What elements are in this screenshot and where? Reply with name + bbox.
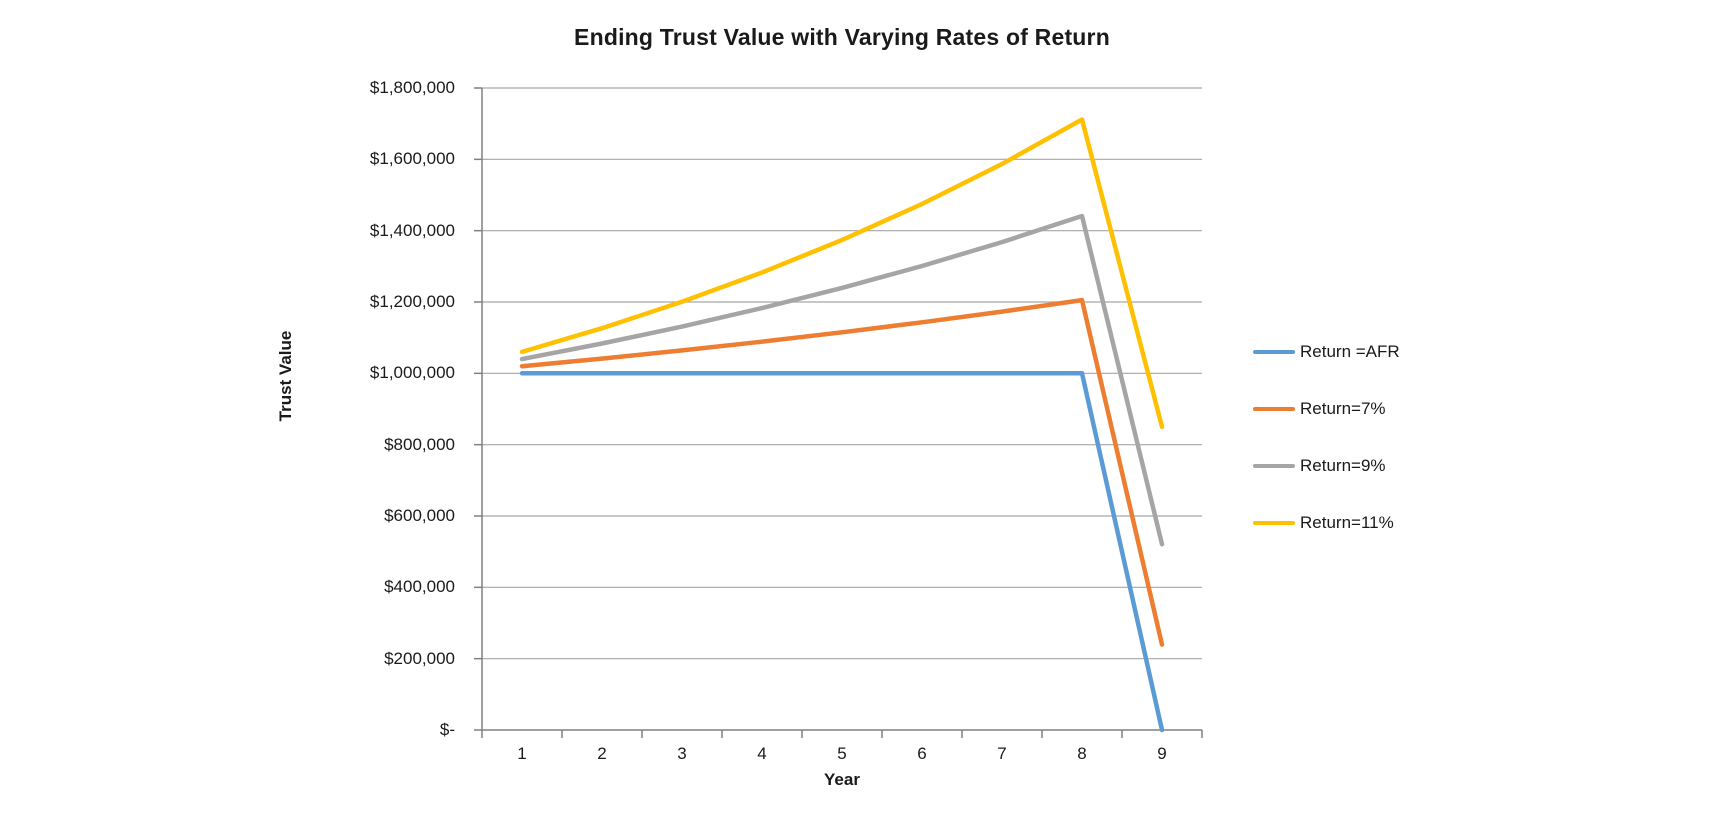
legend-line-swatch xyxy=(1253,407,1295,411)
y-tick-label: $1,400,000 xyxy=(369,220,455,240)
legend-label: Return =AFR xyxy=(1300,342,1400,361)
legend-item: Return=9% xyxy=(1253,456,1400,476)
y-tick-label: $1,200,000 xyxy=(369,292,455,311)
series-line-return-11- xyxy=(519,117,1165,430)
y-tick-label: $1,800,000 xyxy=(369,78,455,97)
legend-label: Return=9% xyxy=(1300,456,1386,475)
y-tick-label: $1,000,000 xyxy=(369,363,455,383)
legend-line-swatch xyxy=(1253,521,1295,525)
legend-line-swatch xyxy=(1253,350,1295,354)
legend-item: Return =AFR xyxy=(1253,342,1400,362)
y-tick-label: $- xyxy=(439,720,455,739)
y-tick-label: $800,000 xyxy=(384,434,455,454)
x-tick-label: 9 xyxy=(1157,744,1167,763)
x-tick-label: 4 xyxy=(757,744,767,763)
x-tick-label: 2 xyxy=(597,744,607,763)
y-tick-label: $200,000 xyxy=(384,648,455,668)
x-tick-label: 8 xyxy=(1077,744,1087,763)
series-line-return-afr xyxy=(519,371,1165,733)
legend-label: Return=7% xyxy=(1300,399,1386,418)
x-tick-label: 6 xyxy=(917,744,927,763)
y-tick-label: $1,600,000 xyxy=(369,149,455,169)
x-tick-label: 5 xyxy=(837,744,847,763)
x-tick-label: 7 xyxy=(997,744,1007,763)
x-axis-title: Year xyxy=(824,770,860,789)
legend-item: Return=7% xyxy=(1253,399,1400,419)
series-line-return-7- xyxy=(519,297,1165,647)
x-tick-label: 3 xyxy=(677,744,687,763)
legend-line-swatch xyxy=(1253,464,1295,468)
legend-item: Return=11% xyxy=(1253,513,1400,533)
y-tick-label: $400,000 xyxy=(384,577,455,597)
y-axis-title: Trust Value xyxy=(276,330,295,422)
chart-title: Ending Trust Value with Varying Rates of… xyxy=(574,24,1110,50)
legend: Return =AFR Return=7% Return=9% Return=11% xyxy=(1253,342,1400,570)
series-line-return-9- xyxy=(519,213,1165,547)
x-tick-label: 1 xyxy=(517,744,527,763)
legend-label: Return=11% xyxy=(1300,513,1394,532)
y-tick-label: $600,000 xyxy=(384,506,455,525)
